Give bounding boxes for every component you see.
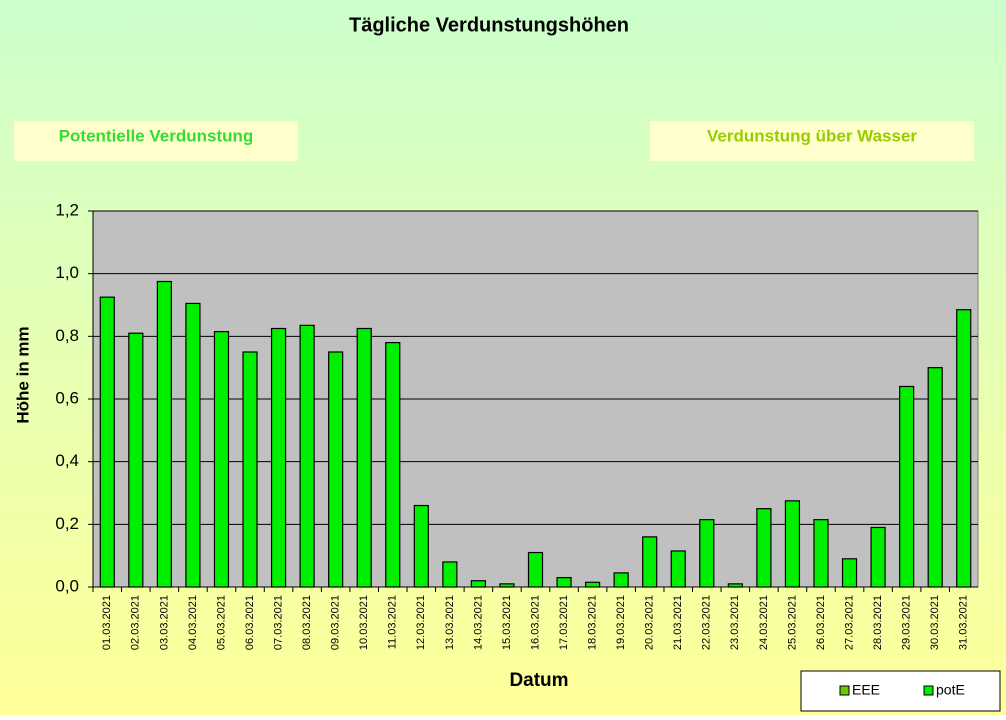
bar bbox=[956, 309, 972, 588]
bar bbox=[99, 296, 115, 588]
x-tick-label: 25.03.2021 bbox=[786, 595, 798, 650]
y-tick-label: 0,0 bbox=[55, 576, 79, 595]
annotation: Verdunstung über Wasser bbox=[707, 126, 917, 145]
bar bbox=[442, 561, 458, 588]
bar bbox=[870, 526, 886, 588]
y-tick-label: 0,8 bbox=[55, 326, 79, 345]
annotation-box bbox=[650, 121, 974, 161]
y-tick-label: 1,2 bbox=[55, 200, 79, 219]
x-tick-label: 02.03.2021 bbox=[130, 595, 142, 650]
x-tick-label: 03.03.2021 bbox=[158, 595, 170, 650]
bar bbox=[156, 280, 172, 588]
x-axis-label: Datum bbox=[509, 670, 568, 691]
x-tick-label: 24.03.2021 bbox=[758, 595, 770, 650]
y-tick-label: 0,2 bbox=[55, 514, 79, 533]
x-tick-label: 31.03.2021 bbox=[958, 595, 970, 650]
bar bbox=[670, 550, 686, 588]
bar bbox=[784, 500, 801, 588]
bar bbox=[270, 327, 287, 588]
bar bbox=[642, 536, 658, 588]
legend-swatch bbox=[839, 685, 850, 696]
x-tick-label: 05.03.2021 bbox=[215, 595, 227, 650]
chart-title: Tägliche Verdunstungshöhen bbox=[349, 14, 629, 36]
bar bbox=[927, 367, 943, 588]
x-tick-label: 06.03.2021 bbox=[244, 595, 256, 650]
y-tick-label: 0,6 bbox=[55, 388, 79, 407]
bar bbox=[185, 302, 201, 588]
bar bbox=[756, 508, 772, 588]
x-tick-label: 04.03.2021 bbox=[187, 595, 199, 650]
x-tick-label: 19.03.2021 bbox=[615, 595, 627, 650]
x-tick-label: 09.03.2021 bbox=[330, 595, 342, 650]
bar bbox=[413, 504, 429, 588]
bar bbox=[613, 572, 629, 588]
x-tick-label: 22.03.2021 bbox=[701, 595, 713, 650]
bar bbox=[470, 580, 487, 588]
annotation: Potentielle Verdunstung bbox=[59, 126, 254, 145]
x-tick-label: 12.03.2021 bbox=[415, 595, 427, 650]
x-tick-label: 30.03.2021 bbox=[929, 595, 941, 650]
x-tick-label: 26.03.2021 bbox=[815, 595, 827, 650]
x-tick-label: 27.03.2021 bbox=[843, 595, 855, 650]
bar bbox=[385, 342, 401, 588]
x-tick-label: 17.03.2021 bbox=[558, 595, 570, 650]
x-tick-label: 18.03.2021 bbox=[587, 595, 599, 650]
x-tick-label: 15.03.2021 bbox=[501, 595, 513, 650]
bar bbox=[356, 327, 372, 588]
legend-swatch bbox=[923, 685, 934, 696]
bar bbox=[813, 519, 829, 588]
bar bbox=[527, 551, 544, 588]
legend-label: potE bbox=[936, 682, 965, 698]
bar bbox=[328, 351, 344, 588]
y-tick-label: 0,4 bbox=[55, 451, 79, 470]
bar bbox=[499, 583, 515, 588]
legend-label: EEE bbox=[852, 682, 880, 698]
x-tick-label: 11.03.2021 bbox=[387, 595, 399, 649]
bar bbox=[299, 324, 315, 588]
bar bbox=[242, 351, 258, 588]
x-tick-label: 10.03.2021 bbox=[358, 595, 370, 650]
x-tick-label: 21.03.2021 bbox=[672, 595, 684, 650]
bar bbox=[556, 576, 572, 588]
x-tick-label: 20.03.2021 bbox=[644, 595, 656, 650]
x-tick-label: 14.03.2021 bbox=[472, 595, 484, 650]
x-tick-label: 28.03.2021 bbox=[872, 595, 884, 650]
annotation-box bbox=[14, 121, 298, 161]
x-tick-label: 07.03.2021 bbox=[272, 595, 284, 650]
bar bbox=[699, 519, 715, 588]
x-tick-label: 16.03.2021 bbox=[529, 595, 541, 650]
bar bbox=[213, 331, 230, 588]
bar bbox=[128, 332, 144, 588]
legend bbox=[800, 670, 1001, 712]
x-tick-label: 29.03.2021 bbox=[901, 595, 913, 650]
x-tick-label: 08.03.2021 bbox=[301, 595, 313, 650]
x-tick-label: 13.03.2021 bbox=[444, 595, 456, 650]
x-tick-label: 01.03.2021 bbox=[101, 595, 113, 650]
y-tick-label: 1,0 bbox=[55, 263, 79, 282]
x-tick-label: 23.03.2021 bbox=[729, 595, 741, 650]
bar bbox=[727, 583, 743, 588]
bar bbox=[899, 385, 915, 588]
bar bbox=[584, 581, 601, 588]
bar bbox=[841, 558, 858, 588]
y-axis-label: Höhe in mm bbox=[13, 326, 32, 423]
